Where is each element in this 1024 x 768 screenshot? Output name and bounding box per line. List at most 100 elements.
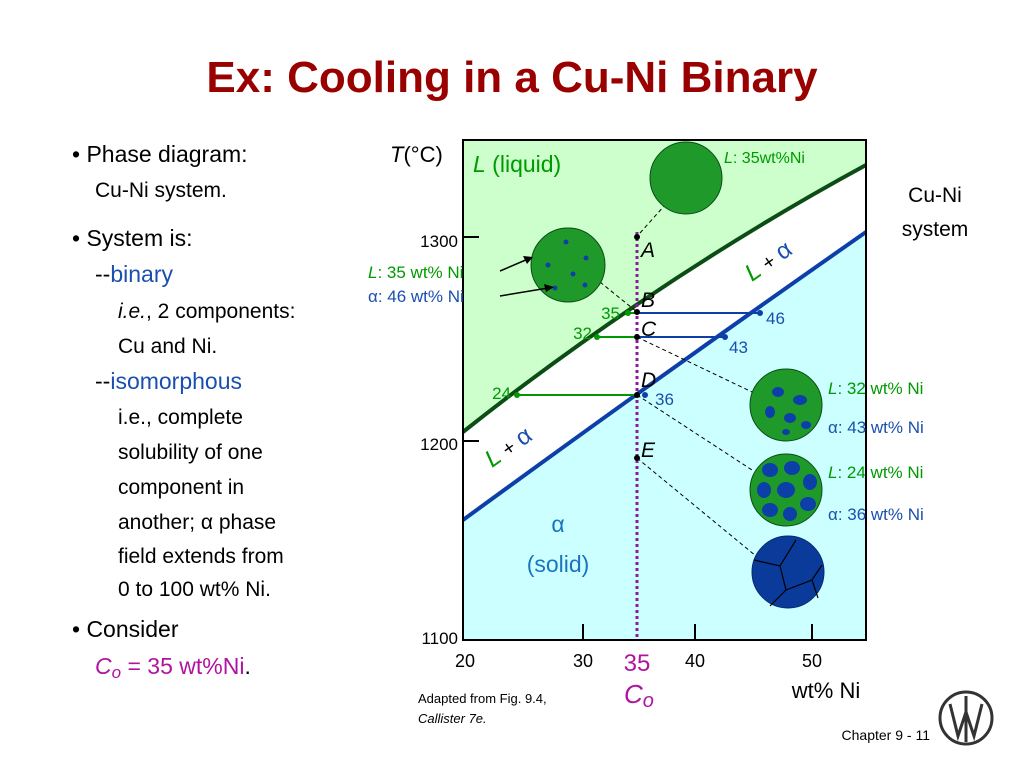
grain-circle (530, 227, 606, 303)
tie-end (642, 392, 648, 398)
solid-region (463, 232, 866, 640)
region-label: α (551, 511, 564, 537)
note-line: i.e., complete (118, 406, 243, 429)
region-label: L+α (740, 236, 797, 287)
co-label: Co (624, 679, 654, 712)
composition-label: L: 32 wt% Ni (828, 379, 923, 398)
term: isomorphous (110, 368, 242, 394)
note-line: 0 to 100 wt% Ni. (118, 578, 271, 601)
bullet: • Consider (72, 616, 179, 642)
leader (639, 204, 666, 234)
source: Adapted from Fig. 9.4, (418, 691, 547, 706)
note-line: i.e., 2 components: (118, 300, 295, 323)
y-axis-label: T(°C) (390, 142, 443, 167)
y-tick-label: 1100 (421, 629, 458, 648)
nucleus (570, 271, 576, 277)
region-label: L+α (480, 422, 537, 473)
alpha: α (201, 511, 213, 534)
note-dash: -- (95, 368, 110, 394)
system-label: Cu-Ni (908, 184, 962, 207)
note-text: . (244, 653, 250, 679)
crystal (783, 507, 797, 521)
microstructure-liquid (649, 141, 723, 215)
microstructure-nucleation (530, 227, 606, 303)
arrow-head (544, 284, 554, 292)
notes: • Phase diagram: Cu-Ni system. • System … (72, 141, 295, 682)
note-text: another; (118, 511, 201, 534)
note-line: --isomorphous (95, 368, 242, 394)
leader (636, 394, 753, 471)
point-label: D (641, 369, 656, 392)
term: binary (110, 261, 173, 287)
composition-label: L: 35wt%Ni (724, 150, 805, 167)
tie-value: 24 (492, 384, 511, 403)
region-label: L (liquid) (473, 151, 561, 177)
note-line: Co = 35 wt%Ni. (95, 653, 251, 682)
composition-label: α: 43 wt% Ni (828, 418, 924, 437)
leader (636, 336, 753, 393)
crystal (762, 463, 778, 477)
note-line: field extends from (118, 545, 284, 568)
logo-mark (948, 696, 984, 742)
c-symbol: C (624, 679, 643, 709)
nucleus (552, 285, 558, 291)
phase-symbol: α (828, 418, 838, 437)
composition-label: L: 24 wt% Ni (828, 463, 923, 482)
x-tick-label: 40 (685, 651, 705, 671)
composition-label: α: 46 wt% Ni (368, 287, 464, 306)
publisher-logo (938, 690, 994, 746)
point-label: E (641, 439, 656, 462)
bullet: • Phase diagram: (72, 141, 248, 167)
note-line: Cu and Ni. (118, 335, 217, 358)
grain-circle (751, 535, 825, 609)
co-value: 35 (624, 650, 651, 677)
arrow-head (523, 256, 533, 264)
note-line: Cu-Ni system. (95, 179, 227, 202)
tie-end (594, 334, 600, 340)
x-axis-label: wt% Ni (791, 678, 860, 703)
y-tick-label: 1300 (420, 232, 458, 251)
state-point (634, 234, 640, 240)
leader (636, 457, 757, 557)
x-tick-label: 30 (573, 651, 593, 671)
tie-end (625, 310, 631, 316)
source: Callister 7e. (418, 711, 487, 726)
c-symbol: C (95, 653, 112, 679)
phase-symbol: α (828, 505, 838, 524)
phase-diagram: T(°C) 1300 1200 1100 20 30 40 50 wt% Ni … (368, 139, 968, 712)
tie-value: 32 (573, 324, 592, 343)
point-label: A (639, 239, 655, 262)
grain-boundaries (753, 539, 823, 607)
composition-text: : 46 wt% Ni (378, 287, 464, 306)
microstructure-late (749, 453, 823, 527)
nucleus (563, 239, 569, 245)
crystal (793, 395, 807, 405)
page-number: Chapter 9 - 11 (842, 727, 931, 743)
crystal (772, 387, 784, 397)
y-tick-label: 1200 (420, 435, 458, 454)
region-text: (liquid) (486, 151, 561, 177)
note-text: , 2 components: (146, 300, 295, 323)
phase-symbol: L (828, 379, 837, 398)
microstructure-solid (751, 535, 825, 609)
composition-label: α: 36 wt% Ni (828, 505, 924, 524)
composition-text: : 36 wt% Ni (838, 505, 924, 524)
composition-text: : 43 wt% Ni (838, 418, 924, 437)
arrow (499, 258, 529, 272)
unit: (°C) (403, 142, 442, 167)
composition-label: L: 35 wt% Ni (368, 263, 463, 282)
tie-value: 35 (601, 304, 620, 323)
point-label: B (641, 289, 655, 312)
crystal (762, 503, 778, 517)
arrow (499, 287, 549, 297)
note-ie: i.e. (118, 300, 146, 323)
c-subscript: o (112, 663, 121, 682)
phase-symbol: α (368, 287, 378, 306)
note-line: solubility of one (118, 441, 263, 464)
leader (599, 281, 638, 313)
crystal (803, 474, 817, 490)
crystal (801, 421, 811, 429)
c-subscript: o (643, 690, 654, 712)
tie-end (722, 334, 728, 340)
